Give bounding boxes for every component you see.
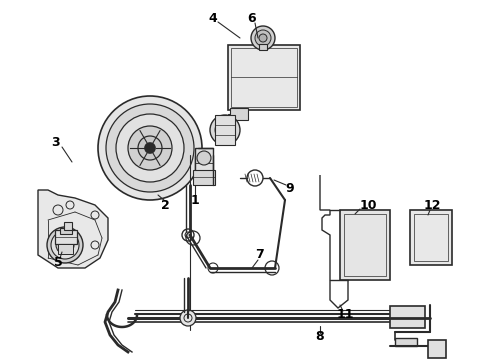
Text: 3: 3 — [50, 135, 59, 149]
Text: 1: 1 — [191, 194, 199, 207]
Text: 10: 10 — [359, 198, 377, 212]
Circle shape — [63, 243, 67, 247]
Text: 8: 8 — [316, 330, 324, 343]
Circle shape — [116, 114, 184, 182]
Circle shape — [197, 151, 211, 165]
Bar — [395, 338, 417, 346]
Circle shape — [56, 236, 74, 254]
Polygon shape — [38, 190, 108, 268]
Bar — [60, 228, 72, 234]
Bar — [414, 214, 448, 261]
Circle shape — [138, 136, 162, 160]
Circle shape — [47, 227, 83, 263]
Bar — [215, 115, 235, 145]
Circle shape — [180, 310, 196, 326]
Bar — [390, 306, 425, 328]
Bar — [228, 45, 300, 110]
Text: 6: 6 — [247, 12, 256, 24]
Circle shape — [106, 104, 194, 192]
Circle shape — [210, 115, 240, 145]
Circle shape — [51, 231, 79, 259]
Text: 7: 7 — [256, 248, 265, 261]
Circle shape — [60, 240, 70, 250]
Bar — [410, 210, 452, 265]
Circle shape — [145, 143, 155, 153]
Bar — [428, 340, 446, 358]
Text: 9: 9 — [286, 181, 294, 194]
Bar — [340, 210, 390, 280]
Text: 5: 5 — [53, 256, 62, 269]
Bar — [193, 170, 215, 185]
Circle shape — [251, 26, 275, 50]
Circle shape — [215, 120, 235, 140]
Text: 2: 2 — [161, 198, 170, 212]
Circle shape — [98, 96, 202, 200]
Bar — [259, 44, 267, 50]
Bar — [230, 108, 248, 120]
Bar — [58, 244, 73, 254]
Bar — [344, 214, 386, 276]
Bar — [55, 230, 77, 244]
Circle shape — [259, 34, 267, 42]
Text: 4: 4 — [209, 12, 218, 24]
Bar — [231, 48, 297, 107]
Circle shape — [128, 126, 172, 170]
Circle shape — [255, 30, 271, 46]
Text: 11: 11 — [336, 309, 354, 321]
Bar — [64, 222, 72, 230]
Bar — [195, 148, 213, 183]
Circle shape — [185, 232, 191, 238]
Text: 12: 12 — [423, 198, 441, 212]
